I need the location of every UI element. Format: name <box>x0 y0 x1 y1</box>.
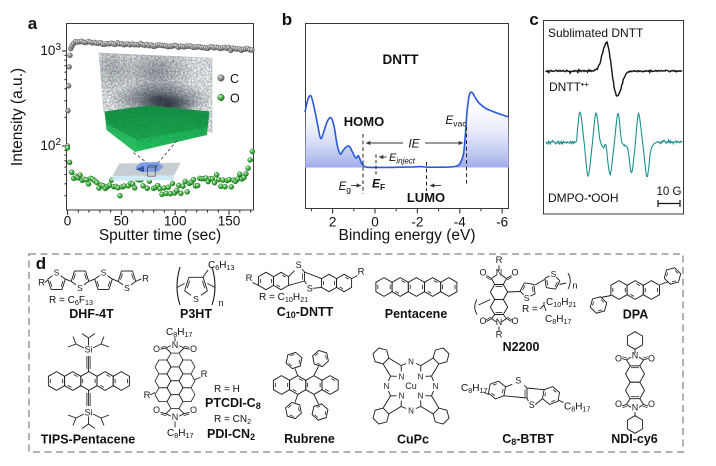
svg-text:O: O <box>190 405 197 415</box>
svg-text:N: N <box>172 412 179 422</box>
svg-text:Binding energy (eV): Binding energy (eV) <box>339 227 476 244</box>
svg-text:c: c <box>529 10 538 29</box>
svg-text:O: O <box>479 268 486 278</box>
svg-text:R = C6F13: R = C6F13 <box>49 295 93 307</box>
svg-text:R: R <box>496 255 503 266</box>
svg-text:R = CN2: R = CN2 <box>214 414 251 426</box>
svg-text:S: S <box>54 268 60 278</box>
svg-text:Cu: Cu <box>405 381 417 391</box>
svg-text:C8H17: C8H17 <box>167 428 193 440</box>
svg-text:NDI-cy6: NDI-cy6 <box>611 432 658 446</box>
svg-text:N: N <box>399 391 405 400</box>
svg-text:TIPS-Pentacene: TIPS-Pentacene <box>41 433 136 447</box>
svg-text:Pentacene: Pentacene <box>385 307 448 321</box>
svg-text:DHF-4T: DHF-4T <box>69 307 114 321</box>
svg-text:O: O <box>153 344 160 354</box>
svg-text:Sublimated DNTT: Sublimated DNTT <box>548 26 644 40</box>
svg-text:S: S <box>77 283 83 293</box>
svg-text:O: O <box>230 92 240 106</box>
svg-text:O: O <box>153 405 160 415</box>
svg-text:O: O <box>511 268 518 278</box>
svg-text:R: R <box>142 274 149 285</box>
svg-text:-6: -6 <box>496 215 508 230</box>
svg-text:C6H13: C6H13 <box>208 260 234 272</box>
svg-text:S: S <box>193 294 199 304</box>
svg-text:R: R <box>496 330 503 341</box>
svg-text:C10H21: C10H21 <box>546 297 576 309</box>
svg-text:a: a <box>28 14 38 33</box>
svg-text:LUMO: LUMO <box>407 190 445 205</box>
svg-text:R: R <box>246 273 253 284</box>
svg-text:N2200: N2200 <box>503 340 540 354</box>
svg-text:DMPO-•OOH: DMPO-•OOH <box>548 191 619 205</box>
svg-text:CuPc: CuPc <box>397 433 429 447</box>
svg-text:N: N <box>384 382 390 391</box>
svg-text:IE: IE <box>408 137 420 151</box>
svg-text:R: R <box>144 390 151 401</box>
svg-text:C10-DNTT: C10-DNTT <box>277 305 334 320</box>
svg-text:S: S <box>296 260 302 270</box>
svg-text:PTCDI-C8: PTCDI-C8 <box>205 396 261 411</box>
svg-text:S: S <box>551 269 557 279</box>
svg-text:C8H17: C8H17 <box>166 327 192 339</box>
svg-text:Intensity (a.u.): Intensity (a.u.) <box>9 68 26 166</box>
svg-text:S: S <box>529 400 535 410</box>
svg-text:O: O <box>648 354 655 364</box>
svg-text:2: 2 <box>329 215 337 230</box>
svg-text:b: b <box>282 10 292 29</box>
svg-text:R: R <box>201 369 208 380</box>
svg-text:DNTT: DNTT <box>383 52 420 67</box>
svg-text:R: R <box>358 267 365 278</box>
svg-text:C8H17: C8H17 <box>545 314 571 326</box>
svg-text:DPA: DPA <box>623 308 648 322</box>
svg-text:PDI-CN2: PDI-CN2 <box>207 427 255 442</box>
svg-text:O: O <box>190 344 197 354</box>
svg-text:C8-BTBT: C8-BTBT <box>502 432 554 447</box>
svg-text:P3HT: P3HT <box>180 307 212 321</box>
svg-text:HOMO: HOMO <box>344 114 384 129</box>
svg-text:N: N <box>496 317 503 327</box>
svg-text:N: N <box>399 372 405 381</box>
svg-text:R = C10H21: R = C10H21 <box>259 292 308 304</box>
svg-text:O: O <box>479 316 486 326</box>
svg-text:N: N <box>632 403 639 413</box>
svg-text:n: n <box>219 298 224 308</box>
svg-text:S: S <box>307 283 313 293</box>
svg-text:R = H: R = H <box>214 384 240 395</box>
svg-text:0: 0 <box>64 214 72 229</box>
svg-text:C: C <box>230 72 239 86</box>
svg-text:O: O <box>615 354 622 364</box>
svg-text:N: N <box>418 372 424 381</box>
svg-text:10 G: 10 G <box>657 186 682 198</box>
svg-text:C8H17: C8H17 <box>564 402 590 414</box>
svg-text:R: R <box>38 278 45 289</box>
svg-text:C8H17: C8H17 <box>461 383 487 395</box>
svg-text:O: O <box>511 316 518 326</box>
svg-text:N: N <box>433 382 439 391</box>
svg-text:S: S <box>515 376 521 386</box>
svg-text:N: N <box>408 357 414 366</box>
svg-text:O: O <box>648 399 655 409</box>
svg-text:R =: R = <box>522 304 541 315</box>
svg-text:Sputter time (sec): Sputter time (sec) <box>99 227 221 244</box>
svg-text:Si: Si <box>84 345 92 355</box>
svg-text:N: N <box>408 406 414 415</box>
svg-text:S: S <box>524 293 530 303</box>
svg-text:S: S <box>101 268 107 278</box>
svg-text:n: n <box>573 281 578 291</box>
svg-text:d: d <box>36 254 46 273</box>
svg-text:Si: Si <box>84 408 92 418</box>
svg-text:O: O <box>615 399 622 409</box>
svg-text:Rubrene: Rubrene <box>284 432 335 446</box>
svg-text:N: N <box>418 391 424 400</box>
svg-text:S: S <box>124 283 130 293</box>
